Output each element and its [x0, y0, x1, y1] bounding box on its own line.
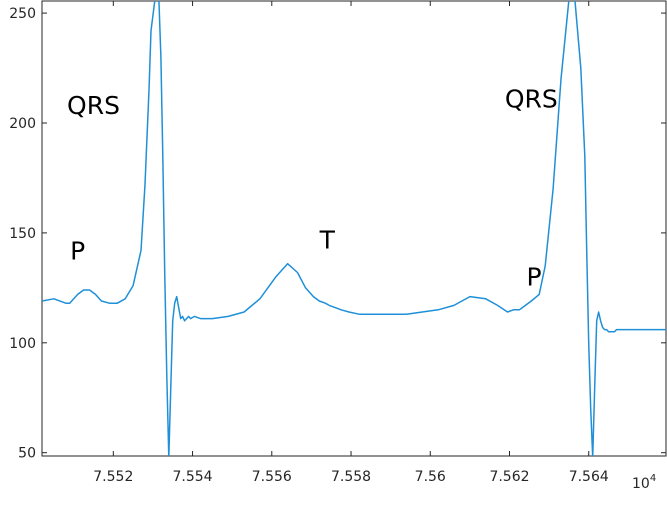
plot-area [41, 0, 667, 457]
x-exponent-power: 4 [650, 473, 656, 484]
x-tick-label: 7.564 [569, 469, 609, 485]
x-tick-label: 7.562 [489, 469, 529, 485]
x-exponent-base: 10 [632, 476, 650, 492]
y-tick-label: 100 [9, 336, 36, 352]
wave-annotation: P [70, 236, 85, 265]
x-tick-label: 7.554 [173, 469, 213, 485]
y-tick-label: 50 [18, 446, 36, 462]
x-tick-label: 7.556 [252, 469, 292, 485]
y-tick-label: 250 [9, 6, 36, 22]
x-axis: 7.552 7.554 7.556 7.558 7.56 7.562 7.564 [93, 1, 609, 485]
series-layer [42, 1, 666, 456]
wave-annotation: P [527, 263, 542, 292]
y-tick-label: 150 [9, 226, 36, 242]
series-line [42, 1, 666, 456]
y-tick-label: 200 [9, 116, 36, 132]
wave-annotation: QRS [505, 85, 558, 114]
y-axis: 50 100 150 200 250 [9, 6, 666, 462]
annotation-layer: QRS P T QRS P [67, 85, 558, 292]
x-tick-label: 7.552 [93, 469, 133, 485]
wave-annotation: QRS [67, 91, 120, 120]
x-exponent-label: 104 [632, 473, 656, 492]
x-tick-label: 7.56 [415, 469, 446, 485]
wave-annotation: T [319, 225, 336, 254]
x-tick-label: 7.558 [331, 469, 371, 485]
